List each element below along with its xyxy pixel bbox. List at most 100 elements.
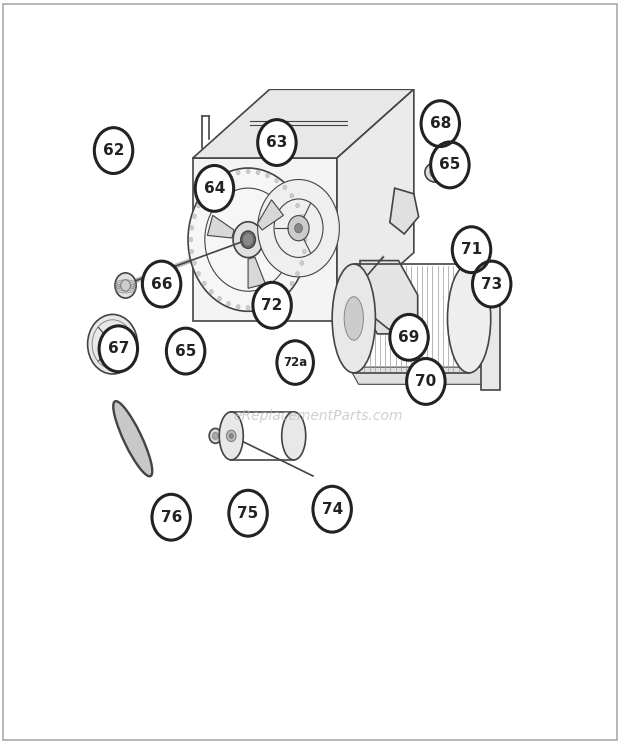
Text: 73: 73 xyxy=(481,277,502,292)
Circle shape xyxy=(472,261,511,307)
Ellipse shape xyxy=(290,281,294,286)
Ellipse shape xyxy=(209,429,222,443)
Ellipse shape xyxy=(113,401,153,476)
Text: 74: 74 xyxy=(322,501,343,516)
Ellipse shape xyxy=(218,179,221,183)
Ellipse shape xyxy=(226,430,236,442)
Ellipse shape xyxy=(202,281,206,286)
Text: eReplacementParts.com: eReplacementParts.com xyxy=(233,408,402,423)
Text: 65: 65 xyxy=(439,158,461,173)
Ellipse shape xyxy=(226,173,231,178)
Polygon shape xyxy=(337,89,414,321)
Ellipse shape xyxy=(256,304,260,309)
Polygon shape xyxy=(257,200,283,230)
Ellipse shape xyxy=(290,193,294,198)
Ellipse shape xyxy=(210,185,213,190)
Ellipse shape xyxy=(344,297,363,340)
Ellipse shape xyxy=(197,272,200,276)
Circle shape xyxy=(313,487,352,532)
Ellipse shape xyxy=(294,224,303,233)
Ellipse shape xyxy=(189,237,193,242)
Polygon shape xyxy=(208,215,234,238)
Ellipse shape xyxy=(236,304,240,309)
Ellipse shape xyxy=(190,225,193,230)
Ellipse shape xyxy=(246,306,250,310)
Circle shape xyxy=(390,315,428,360)
Ellipse shape xyxy=(281,412,306,460)
Ellipse shape xyxy=(242,233,254,246)
Ellipse shape xyxy=(188,168,308,311)
Text: 75: 75 xyxy=(237,506,259,521)
Ellipse shape xyxy=(190,249,193,254)
Circle shape xyxy=(431,142,469,187)
Ellipse shape xyxy=(246,169,250,174)
Text: 65: 65 xyxy=(175,344,197,359)
Ellipse shape xyxy=(332,264,375,373)
Text: 68: 68 xyxy=(430,116,451,131)
Circle shape xyxy=(229,490,267,536)
Ellipse shape xyxy=(87,315,138,374)
Ellipse shape xyxy=(226,301,231,306)
Ellipse shape xyxy=(296,203,299,208)
Circle shape xyxy=(277,341,314,385)
Ellipse shape xyxy=(266,301,270,306)
Ellipse shape xyxy=(236,170,240,175)
Circle shape xyxy=(421,100,459,147)
Ellipse shape xyxy=(229,434,233,438)
Text: 70: 70 xyxy=(415,374,436,389)
Ellipse shape xyxy=(115,273,136,298)
Polygon shape xyxy=(193,89,414,158)
Text: 69: 69 xyxy=(399,330,420,344)
Ellipse shape xyxy=(300,260,304,266)
Ellipse shape xyxy=(218,296,221,301)
Text: 64: 64 xyxy=(204,181,225,196)
Circle shape xyxy=(195,165,234,211)
Text: 76: 76 xyxy=(161,510,182,525)
Circle shape xyxy=(143,261,181,307)
Ellipse shape xyxy=(192,260,197,266)
Ellipse shape xyxy=(219,412,243,460)
Ellipse shape xyxy=(448,264,491,373)
Circle shape xyxy=(253,282,291,328)
Ellipse shape xyxy=(192,214,197,219)
Ellipse shape xyxy=(210,289,213,294)
Ellipse shape xyxy=(266,173,270,178)
Text: 71: 71 xyxy=(461,243,482,257)
Polygon shape xyxy=(360,260,418,330)
Ellipse shape xyxy=(258,179,339,277)
Text: 62: 62 xyxy=(103,143,124,158)
Ellipse shape xyxy=(303,249,306,254)
Circle shape xyxy=(152,494,190,540)
Ellipse shape xyxy=(275,179,278,183)
Circle shape xyxy=(407,359,445,405)
Circle shape xyxy=(166,328,205,374)
Ellipse shape xyxy=(107,337,118,351)
Text: 66: 66 xyxy=(151,277,172,292)
Circle shape xyxy=(452,227,491,272)
Polygon shape xyxy=(248,257,265,289)
Polygon shape xyxy=(193,158,337,321)
Ellipse shape xyxy=(256,170,260,175)
Ellipse shape xyxy=(121,280,130,291)
Ellipse shape xyxy=(275,296,278,301)
Ellipse shape xyxy=(197,203,200,208)
Ellipse shape xyxy=(288,216,309,241)
Circle shape xyxy=(99,326,138,372)
Ellipse shape xyxy=(241,231,255,248)
Ellipse shape xyxy=(303,237,307,242)
Polygon shape xyxy=(349,367,493,385)
Polygon shape xyxy=(481,291,500,390)
Ellipse shape xyxy=(425,163,446,182)
Ellipse shape xyxy=(296,272,299,276)
Text: 72a: 72a xyxy=(283,356,308,369)
Text: 67: 67 xyxy=(108,341,129,356)
Ellipse shape xyxy=(300,214,304,219)
Polygon shape xyxy=(390,188,419,234)
Ellipse shape xyxy=(283,185,287,190)
Text: 72: 72 xyxy=(262,298,283,312)
Ellipse shape xyxy=(101,331,124,358)
Ellipse shape xyxy=(430,167,441,178)
Ellipse shape xyxy=(213,432,218,439)
Circle shape xyxy=(258,120,296,165)
Text: 63: 63 xyxy=(266,135,288,150)
